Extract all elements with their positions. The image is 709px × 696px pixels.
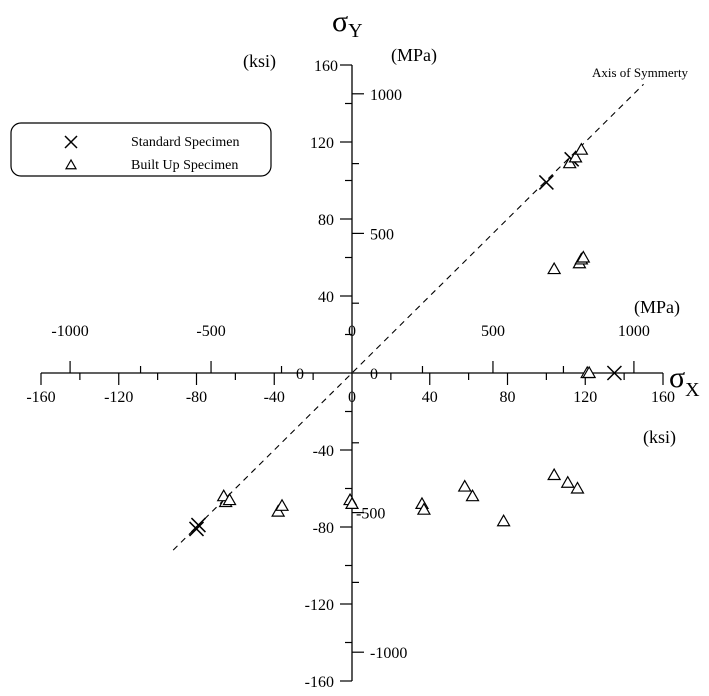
- y-axis-symbol: σY: [332, 5, 363, 42]
- built-up-specimen-point: [568, 150, 583, 163]
- x-marker-stroke: [606, 365, 622, 381]
- x-tick-label-ksi: 40: [422, 389, 438, 406]
- built-up-specimen-point: [582, 365, 597, 379]
- x-unit-mpa: (MPa): [634, 297, 680, 318]
- built-up-specimen-point: [547, 467, 562, 481]
- legend-label-builtup: Built Up Specimen: [131, 158, 238, 173]
- legend: Standard Specimen Built Up Specimen: [10, 122, 272, 177]
- y-tick-label-mpa: 0: [370, 366, 378, 383]
- y-tick-label-ksi: -40: [313, 443, 334, 460]
- x-tick-label-ksi: -160: [26, 389, 55, 406]
- y-unit-mpa: (MPa): [391, 45, 437, 66]
- x-tick-label-ksi: -80: [186, 389, 207, 406]
- x-tick-label-ksi: -40: [264, 389, 285, 406]
- x-marker-stroke: [538, 174, 554, 190]
- built-up-specimen-point: [570, 481, 585, 494]
- x-tick-label-ksi: 120: [573, 389, 597, 406]
- built-up-specimen-point: [547, 261, 562, 275]
- y-tick-label-mpa: 500: [370, 226, 394, 243]
- x-axis-symbol: σX: [669, 361, 700, 401]
- tick-labels: -160 -120 -80 -40 0 40 80 120 160 -1000 -500 0 500 10…: [26, 58, 675, 691]
- y-tick-label-ksi: 120: [310, 135, 334, 152]
- y-unit-ksi: (ksi): [243, 51, 276, 72]
- y-tick-label-mpa: -500: [356, 506, 385, 523]
- x-tick-label-mpa: 1000: [618, 323, 650, 340]
- built-up-specimen-point: [274, 498, 290, 511]
- axis-of-symmetry-line: [172, 83, 644, 551]
- x-tick-label-mpa: -500: [196, 323, 225, 340]
- built-up-specimen-point: [576, 250, 591, 263]
- built-up-specimen-point: [416, 502, 431, 515]
- legend-x-marker: [64, 135, 78, 149]
- built-up-specimen-point: [344, 496, 360, 509]
- x-marker-stroke: [64, 135, 78, 149]
- standard-specimen-point: [538, 174, 554, 190]
- built-up-specimen-point: [465, 488, 480, 502]
- legend-triangle-glyph: [64, 158, 78, 170]
- x-marker-stroke: [190, 517, 206, 533]
- x-tick-label-ksi: 0: [348, 389, 356, 406]
- y-tick-label-ksi: -120: [305, 597, 334, 614]
- standard-specimen-point: [188, 521, 205, 537]
- x-marker-stroke: [188, 521, 205, 537]
- y-tick-label-ksi: 0: [296, 366, 304, 383]
- y-tick-label-ksi: 160: [314, 58, 338, 75]
- x-tick-label-ksi: 80: [500, 389, 516, 406]
- legend-label-standard: Standard Specimen: [131, 135, 239, 150]
- y-tick-label-ksi: -160: [305, 674, 334, 691]
- y-tick-label-ksi: -80: [313, 520, 334, 537]
- x-tick-label-mpa: 500: [481, 323, 505, 340]
- standard-specimen-point: [606, 365, 622, 381]
- built-up-specimen-point: [457, 479, 472, 492]
- axis-of-symmetry-label: Axis of Symmerty: [592, 65, 689, 80]
- x-tick-label-ksi: -120: [104, 389, 133, 406]
- axes: [41, 65, 663, 681]
- ticks: [40, 64, 664, 682]
- legend-triangle-marker: [64, 158, 78, 170]
- y-tick-label-ksi: 40: [318, 289, 334, 306]
- built-up-specimen-point: [222, 492, 237, 506]
- x-tick-label-mpa: 0: [348, 323, 356, 340]
- legend-x-glyph: [64, 135, 78, 149]
- built-up-specimen-point: [574, 142, 589, 155]
- y-tick-label-ksi: 80: [318, 212, 334, 229]
- standard-specimen-point: [190, 517, 206, 533]
- y-tick-label-mpa: 1000: [370, 87, 402, 104]
- x-tick-label-ksi: 160: [651, 389, 675, 406]
- built-up-specimen-point: [496, 514, 511, 527]
- x-unit-ksi: (ksi): [643, 427, 676, 448]
- built-up-specimen-point: [560, 475, 575, 488]
- data-points: [188, 142, 622, 537]
- x-tick-label-mpa: -1000: [51, 323, 88, 340]
- y-tick-label-mpa: -1000: [370, 645, 407, 662]
